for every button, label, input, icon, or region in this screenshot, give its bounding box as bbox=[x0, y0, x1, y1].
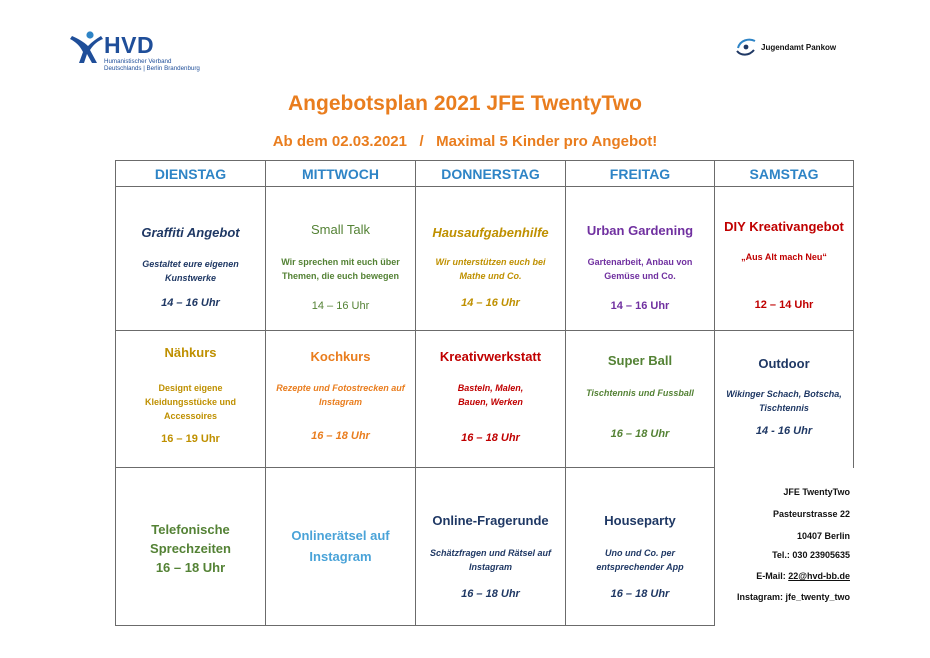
header-dienstag: DIENSTAG bbox=[115, 160, 265, 187]
offer-desc: Basteln, Malen, Bauen, Werken bbox=[457, 383, 524, 407]
onlineraetsel-line-1: Onlinerätsel auf bbox=[291, 528, 390, 543]
offer-title: Hausaufgabenhilfe bbox=[432, 225, 549, 240]
cell-sa-diy: DIY Kreativangebot „Aus Alt mach Neu“ 12… bbox=[714, 186, 854, 331]
offer-time: 14 – 16 Uhr bbox=[461, 297, 520, 309]
jugendamt-text: Jugendamt Pankow bbox=[761, 43, 837, 52]
offer-title: Super Ball bbox=[607, 353, 673, 368]
contact-city: 10407 Berlin bbox=[796, 531, 850, 541]
hvd-line1: Humanistischer Verband bbox=[104, 58, 172, 65]
offer-title: Graffiti Angebot bbox=[141, 225, 240, 240]
offer-desc: Schätzfragen und Rätsel auf Instagram bbox=[429, 548, 552, 572]
cell-do-hausaufgaben: Hausaufgabenhilfe Wir unterstützen euch … bbox=[415, 186, 565, 331]
offer-desc: Wikinger Schach, Botscha, Tischtennis bbox=[726, 389, 842, 413]
offer-title: Houseparty bbox=[604, 513, 676, 528]
header-samstag: SAMSTAG bbox=[714, 160, 854, 187]
offer-time: 14 – 16 Uhr bbox=[311, 300, 370, 312]
cell-di-telefon: Telefonische Sprechzeiten 16 – 18 Uhr bbox=[115, 467, 265, 626]
offer-time: 16 – 19 Uhr bbox=[161, 433, 220, 445]
cell-do-fragerunde: Online-Fragerunde Schätzfragen und Rätse… bbox=[415, 467, 565, 626]
contact-email: E-Mail: 22@hvd-bb.de bbox=[756, 571, 850, 581]
offer-desc: Wir unterstützen euch bei Mathe und Co. bbox=[435, 257, 546, 281]
offer-title: Small Talk bbox=[310, 222, 370, 237]
hvd-subtitle: Humanistischer Verband Deutschlands | Be… bbox=[104, 58, 200, 72]
jugendamt-logo: Jugendamt Pankow bbox=[735, 36, 885, 60]
cell-di-naehkurs: Nähkurs Designt eigene Kleidungsstücke u… bbox=[115, 330, 265, 468]
offer-time: 16 – 18 Uhr bbox=[461, 432, 520, 444]
offer-title: DIY Kreativangebot bbox=[724, 219, 844, 234]
offer-desc: Wir sprechen mit euch über Themen, die e… bbox=[281, 257, 400, 281]
header-donnerstag: DONNERSTAG bbox=[415, 160, 565, 187]
offer-title: Kochkurs bbox=[310, 349, 371, 364]
header-freitag: FREITAG bbox=[565, 160, 714, 187]
onlineraetsel-line-2: Instagram bbox=[309, 549, 372, 564]
offer-desc: Gartenarbeit, Anbau von Gemüse und Co. bbox=[587, 257, 693, 281]
cell-fr-houseparty: Houseparty Uno und Co. per entsprechende… bbox=[565, 467, 715, 626]
offer-desc: Rezepte und Fotostrecken auf Instagram bbox=[276, 383, 405, 407]
offer-desc: Tischtennis und Fussball bbox=[586, 388, 694, 398]
offer-desc: Designt eigene Kleidungsstücke und Acces… bbox=[144, 383, 236, 421]
cell-mi-onlineraetsel: Onlinerätsel auf Instagram bbox=[265, 467, 415, 626]
contact-phone: Tel.: 030 23905635 bbox=[772, 550, 850, 560]
hvd-abbr: HVD bbox=[104, 32, 155, 58]
offer-title: Kreativwerkstatt bbox=[439, 349, 542, 364]
offer-time: 16 – 18 Uhr bbox=[610, 428, 670, 440]
offer-time: 12 – 14 Uhr bbox=[754, 299, 814, 311]
header-mittwoch: MITTWOCH bbox=[265, 160, 415, 187]
contact-instagram: Instagram: jfe_twenty_two bbox=[736, 592, 850, 602]
cell-mi-kochkurs: Kochkurs Rezepte und Fotostrecken auf In… bbox=[265, 330, 415, 468]
cell-fr-superball: Super Ball Tischtennis und Fussball 16 –… bbox=[565, 330, 714, 468]
page-subtitle: Ab dem 02.03.2021 / Maximal 5 Kinder pro… bbox=[272, 133, 658, 150]
cell-do-kreativwerkstatt: Kreativwerkstatt Basteln, Malen, Bauen, … bbox=[415, 330, 565, 468]
hvd-line2: Deutschlands | Berlin Brandenburg bbox=[104, 65, 200, 72]
cell-mi-smalltalk: Small Talk Wir sprechen mit euch über Th… bbox=[265, 186, 415, 331]
offer-time: 14 – 16 Uhr bbox=[161, 297, 220, 309]
page-title: Angebotsplan 2021 JFE TwentyTwo bbox=[288, 92, 642, 115]
hvd-logo: HVD Humanistischer Verband Deutschlands … bbox=[68, 30, 218, 78]
offer-time: 14 - 16 Uhr bbox=[755, 425, 813, 437]
telefon-line-2: Sprechzeiten bbox=[150, 541, 231, 556]
offer-title: Urban Gardening bbox=[586, 223, 694, 238]
telefon-line-1: Telefonische bbox=[151, 522, 230, 537]
contact-street: Pasteurstrasse 22 bbox=[772, 509, 850, 519]
offer-desc: Gestaltet eure eigenen Kunstwerke bbox=[142, 259, 239, 283]
telefon-line-3: 16 – 18 Uhr bbox=[155, 560, 226, 575]
contact-name: JFE TwentyTwo bbox=[783, 487, 850, 497]
contact-email-link[interactable]: 22@hvd-bb.de bbox=[788, 571, 850, 581]
offer-desc: Uno und Co. per entsprechender App bbox=[596, 548, 684, 572]
cell-di-graffiti: Graffiti Angebot Gestaltet eure eigenen … bbox=[115, 186, 265, 331]
offer-title: Outdoor bbox=[758, 356, 810, 371]
offer-time: 16 – 18 Uhr bbox=[610, 588, 670, 600]
cell-fr-gardening: Urban Gardening Gartenarbeit, Anbau von … bbox=[565, 186, 714, 331]
cell-sa-outdoor: Outdoor Wikinger Schach, Botscha, Tischt… bbox=[714, 330, 854, 468]
contact-email-label: E-Mail: bbox=[756, 571, 789, 581]
offer-desc: „Aus Alt mach Neu“ bbox=[741, 252, 827, 262]
jugendamt-mark-icon bbox=[736, 38, 756, 56]
offer-time: 16 – 18 Uhr bbox=[461, 588, 520, 600]
offer-time: 14 – 16 Uhr bbox=[610, 300, 670, 312]
offer-title: Online-Fragerunde bbox=[432, 513, 549, 528]
schedule-table: DIENSTAG MITTWOCH DONNERSTAG FREITAG SAM… bbox=[115, 160, 854, 626]
offer-time: 16 – 18 Uhr bbox=[311, 430, 370, 442]
hvd-figure-icon bbox=[70, 31, 103, 63]
offer-title: Nähkurs bbox=[164, 345, 217, 360]
